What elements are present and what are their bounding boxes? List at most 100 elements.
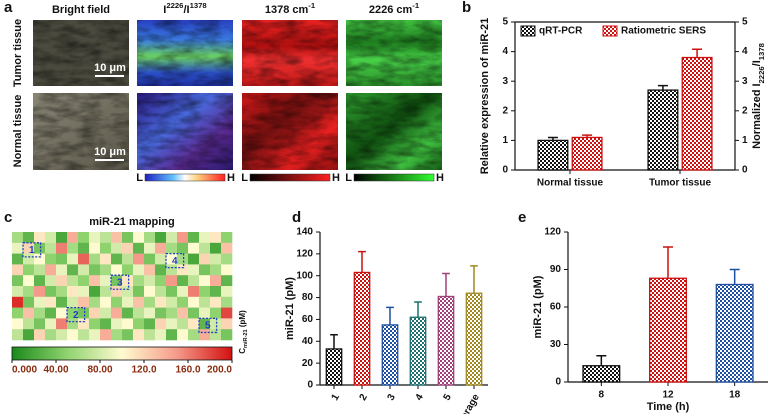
heatmap-cell — [177, 253, 189, 265]
heatmap-cell — [177, 232, 189, 244]
heatmap-cell — [12, 286, 24, 298]
heatmap-cell — [122, 318, 134, 330]
heatmap-cell — [78, 232, 90, 244]
colorbar-tick-label: 160.0 — [175, 365, 200, 376]
error-bar — [470, 265, 478, 294]
heatmap-cell — [56, 318, 68, 330]
heatmap-cell — [188, 232, 200, 244]
column-header-part: /I — [183, 4, 189, 16]
heatmap-cell — [12, 264, 24, 276]
heatmap-cell — [144, 286, 156, 298]
colorbar — [11, 346, 233, 361]
heatmap-cell — [199, 242, 211, 254]
y2-tick-label: 1 — [742, 135, 748, 146]
heatmap-cell — [12, 307, 24, 319]
legend-label: Ratiometric SERS — [621, 26, 706, 37]
heatmap-cell — [199, 296, 211, 308]
heatmap-cell — [111, 275, 123, 287]
heatmap-cell — [210, 329, 222, 341]
heatmap-cell — [100, 242, 112, 254]
heatmap-cell — [23, 232, 35, 244]
row-label: Normal tissue — [12, 95, 24, 168]
heatmap-cell — [78, 307, 90, 319]
y2-axis-label-part: /I — [751, 60, 763, 66]
heatmap-cell — [34, 296, 46, 308]
colorbar-label-part: (pM) — [238, 310, 247, 329]
heatmap-cell — [45, 307, 57, 319]
heatmap-cell — [56, 232, 68, 244]
error-bar — [663, 246, 673, 279]
error-bar — [358, 250, 366, 273]
legend-swatch — [520, 25, 536, 37]
heatmap-cell — [133, 264, 145, 276]
heatmap-cell — [56, 242, 68, 254]
heatmap-cell — [166, 286, 178, 298]
heatmap-cell — [199, 318, 211, 330]
heatmap-cell — [144, 296, 156, 308]
heatmap-cell — [23, 253, 35, 265]
heatmap-cell — [210, 232, 222, 244]
heatmap-cell — [122, 264, 134, 276]
bar — [409, 316, 427, 386]
heatmap-cell — [56, 296, 68, 308]
heatmap-cell — [144, 253, 156, 265]
colorbar — [353, 173, 435, 182]
heatmap-cell — [133, 329, 145, 341]
heatmap-cell — [23, 242, 35, 254]
bar — [715, 283, 754, 383]
heatmap-cell — [166, 296, 178, 308]
heatmap-cell — [188, 242, 200, 254]
region-label: 4 — [172, 256, 178, 267]
gap — [233, 18, 242, 173]
heatmap-cell — [56, 275, 68, 287]
heatmap-cell — [144, 329, 156, 341]
colorbar-high: H — [436, 172, 444, 184]
heatmap-cell — [111, 286, 123, 298]
y2-tick-label: 4 — [742, 46, 748, 57]
colorbar-label: CmiR-21 (pM) — [238, 310, 249, 354]
y2-tick-label: 3 — [742, 76, 748, 87]
y-tick-label: 2 — [502, 105, 508, 116]
heatmap-cell — [166, 275, 178, 287]
y-tick-label: 5 — [502, 17, 508, 28]
heatmap-cell — [12, 275, 24, 287]
y-tick-label: 90 — [550, 264, 562, 275]
error-bar — [596, 355, 607, 366]
heatmap-cell — [166, 318, 178, 330]
heatmap-cell — [56, 329, 68, 341]
heatmap-cell — [199, 264, 211, 276]
region-box — [110, 274, 130, 290]
heatmap-cell — [34, 286, 46, 298]
heatmap-cell — [100, 232, 112, 244]
heatmap-cell — [155, 264, 167, 276]
y-tick-label: 1 — [502, 135, 508, 146]
heatmap-cell — [188, 264, 200, 276]
legend-label: qRT-PCR — [539, 26, 583, 37]
heatmap-cell — [34, 318, 46, 330]
heatmap-cell — [144, 318, 156, 330]
y-tick-label: 100 — [296, 270, 313, 281]
region-label: 2 — [73, 310, 79, 321]
column-header-part: 2226 cm — [369, 4, 413, 16]
heatmap-cell — [221, 264, 233, 276]
colorbar-low: L — [241, 172, 248, 184]
heatmap-cell — [100, 307, 112, 319]
heatmap-cell — [199, 307, 211, 319]
x-tick-label: 8 — [599, 390, 605, 401]
heatmap-cell — [78, 242, 90, 254]
heatmap-cell — [89, 264, 101, 276]
heatmap-cell — [177, 242, 189, 254]
heatmap-cell — [23, 318, 35, 330]
heatmap-cell — [210, 296, 222, 308]
heatmap-cell — [78, 329, 90, 341]
heatmap-cell — [177, 318, 189, 330]
heatmap-cell — [100, 253, 112, 265]
bar — [465, 292, 483, 386]
heatmap-cell — [111, 253, 123, 265]
heatmap-cell — [166, 307, 178, 319]
error-bar — [657, 84, 668, 91]
region-box — [165, 252, 185, 269]
x-tick-label: Tumor tissue — [649, 178, 711, 189]
heatmap-cell — [23, 307, 35, 319]
colorbar-tick-label: 0.000 — [12, 365, 37, 376]
